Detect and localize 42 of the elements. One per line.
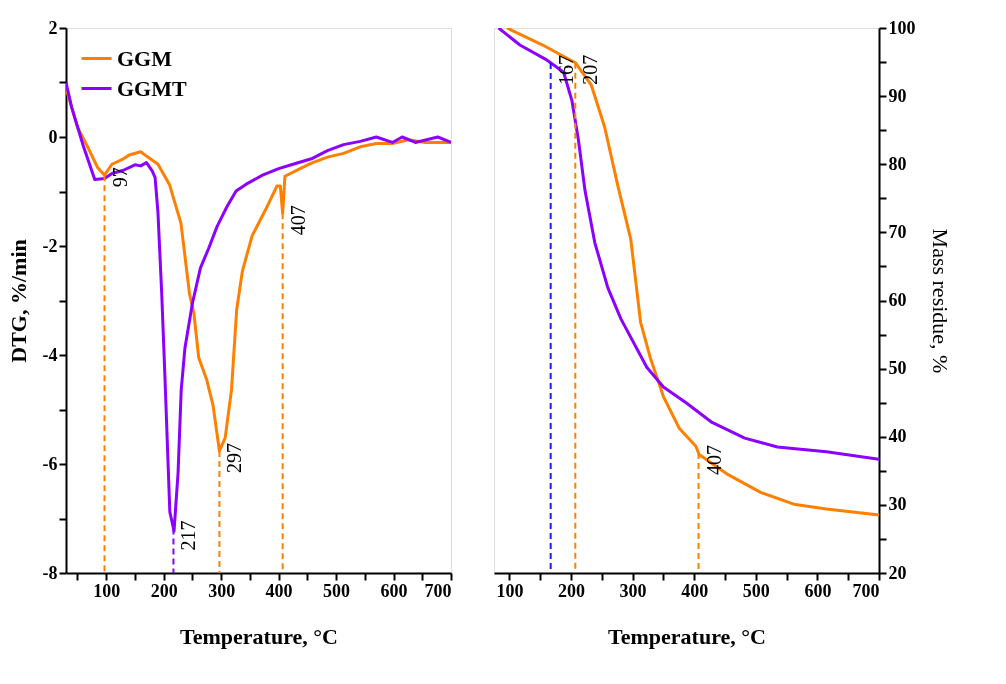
x-tick-label: 200 [558,580,585,601]
x-tick-label: 500 [323,580,351,601]
x-axis-title: Temperature, °C [180,623,338,649]
legend-label: GGM [117,45,173,71]
x-tick-label: 500 [742,580,770,601]
y2-tick-label: 40 [888,426,907,447]
y-tick-label: 0 [48,126,58,147]
x-tick-label: 400 [265,580,293,601]
ref-line-label: 167 [554,54,577,85]
y-axis-title: DTG, %/min [5,239,31,363]
y-tick-label: -6 [42,453,58,474]
y2-tick-label: 90 [888,85,907,106]
y2-tick-label: 70 [888,221,907,242]
ref-line-label: 407 [286,205,309,236]
y2-tick-label: 20 [888,562,907,583]
y-tick-label: 2 [48,17,58,38]
ref-line-label: 207 [579,54,602,85]
x-tick-label: 600 [380,580,408,601]
x-tick-label: 100 [496,580,524,601]
y2-tick-label: 50 [888,358,907,379]
y2-axis-title: Mass residue, % [927,228,953,374]
y2-tick-label: 30 [888,494,907,515]
y-tick-label: -8 [42,562,58,583]
y2-tick-label: 80 [888,153,907,174]
ref-line-label: 97 [108,167,131,188]
y-tick-label: -4 [42,344,58,365]
y-tick-label: -2 [42,235,58,256]
x-tick-label: 400 [681,580,709,601]
ref-line-label: 407 [702,444,725,475]
x-tick-label: 600 [804,580,832,601]
x-tick-label: 100 [93,580,121,601]
legend-label: GGMT [117,75,187,101]
x-tick-label: 300 [208,580,236,601]
y2-tick-label: 100 [888,17,916,38]
ref-line-label: 217 [177,520,200,551]
ref-line-label: 297 [223,442,246,473]
x-axis-title: Temperature, °C [608,623,766,649]
x-tick-label: 200 [150,580,178,601]
x-tick-label: 300 [619,580,647,601]
y2-tick-label: 60 [888,290,907,310]
x-tick-label: 700 [852,580,880,601]
x-tick-label: 700 [424,580,452,601]
